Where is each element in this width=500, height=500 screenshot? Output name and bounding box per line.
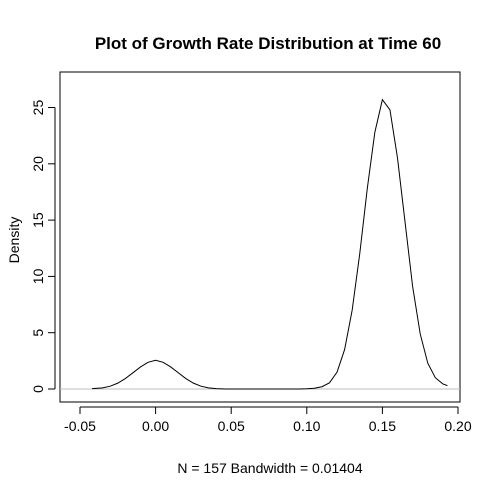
y-axis: 0 5 10 15 20 25 — [30, 100, 56, 393]
y-tick-label: 0 — [30, 385, 46, 393]
y-tick-label: 5 — [30, 329, 46, 337]
y-tick-label: 25 — [30, 100, 46, 116]
x-tick-label: 0.15 — [369, 418, 396, 434]
x-tick-label: 0.00 — [142, 418, 169, 434]
y-tick-label: 10 — [30, 268, 46, 284]
x-axis-label: N = 157 Bandwidth = 0.01404 — [177, 460, 362, 476]
y-tick-label: 15 — [30, 212, 46, 228]
chart-title: Plot of Growth Rate Distribution at Time… — [95, 34, 441, 53]
x-tick-label: 0.05 — [218, 418, 245, 434]
y-tick-label: 20 — [30, 156, 46, 172]
density-curve — [92, 98, 448, 390]
y-axis-label: Density — [6, 217, 22, 264]
x-tick-label: 0.10 — [293, 418, 320, 434]
plot-area-frame — [59, 71, 461, 403]
x-tick-label: 0.20 — [444, 418, 471, 434]
x-axis: -0.05 0.00 0.05 0.10 0.15 0.20 — [64, 406, 472, 434]
x-tick-label: -0.05 — [64, 418, 96, 434]
